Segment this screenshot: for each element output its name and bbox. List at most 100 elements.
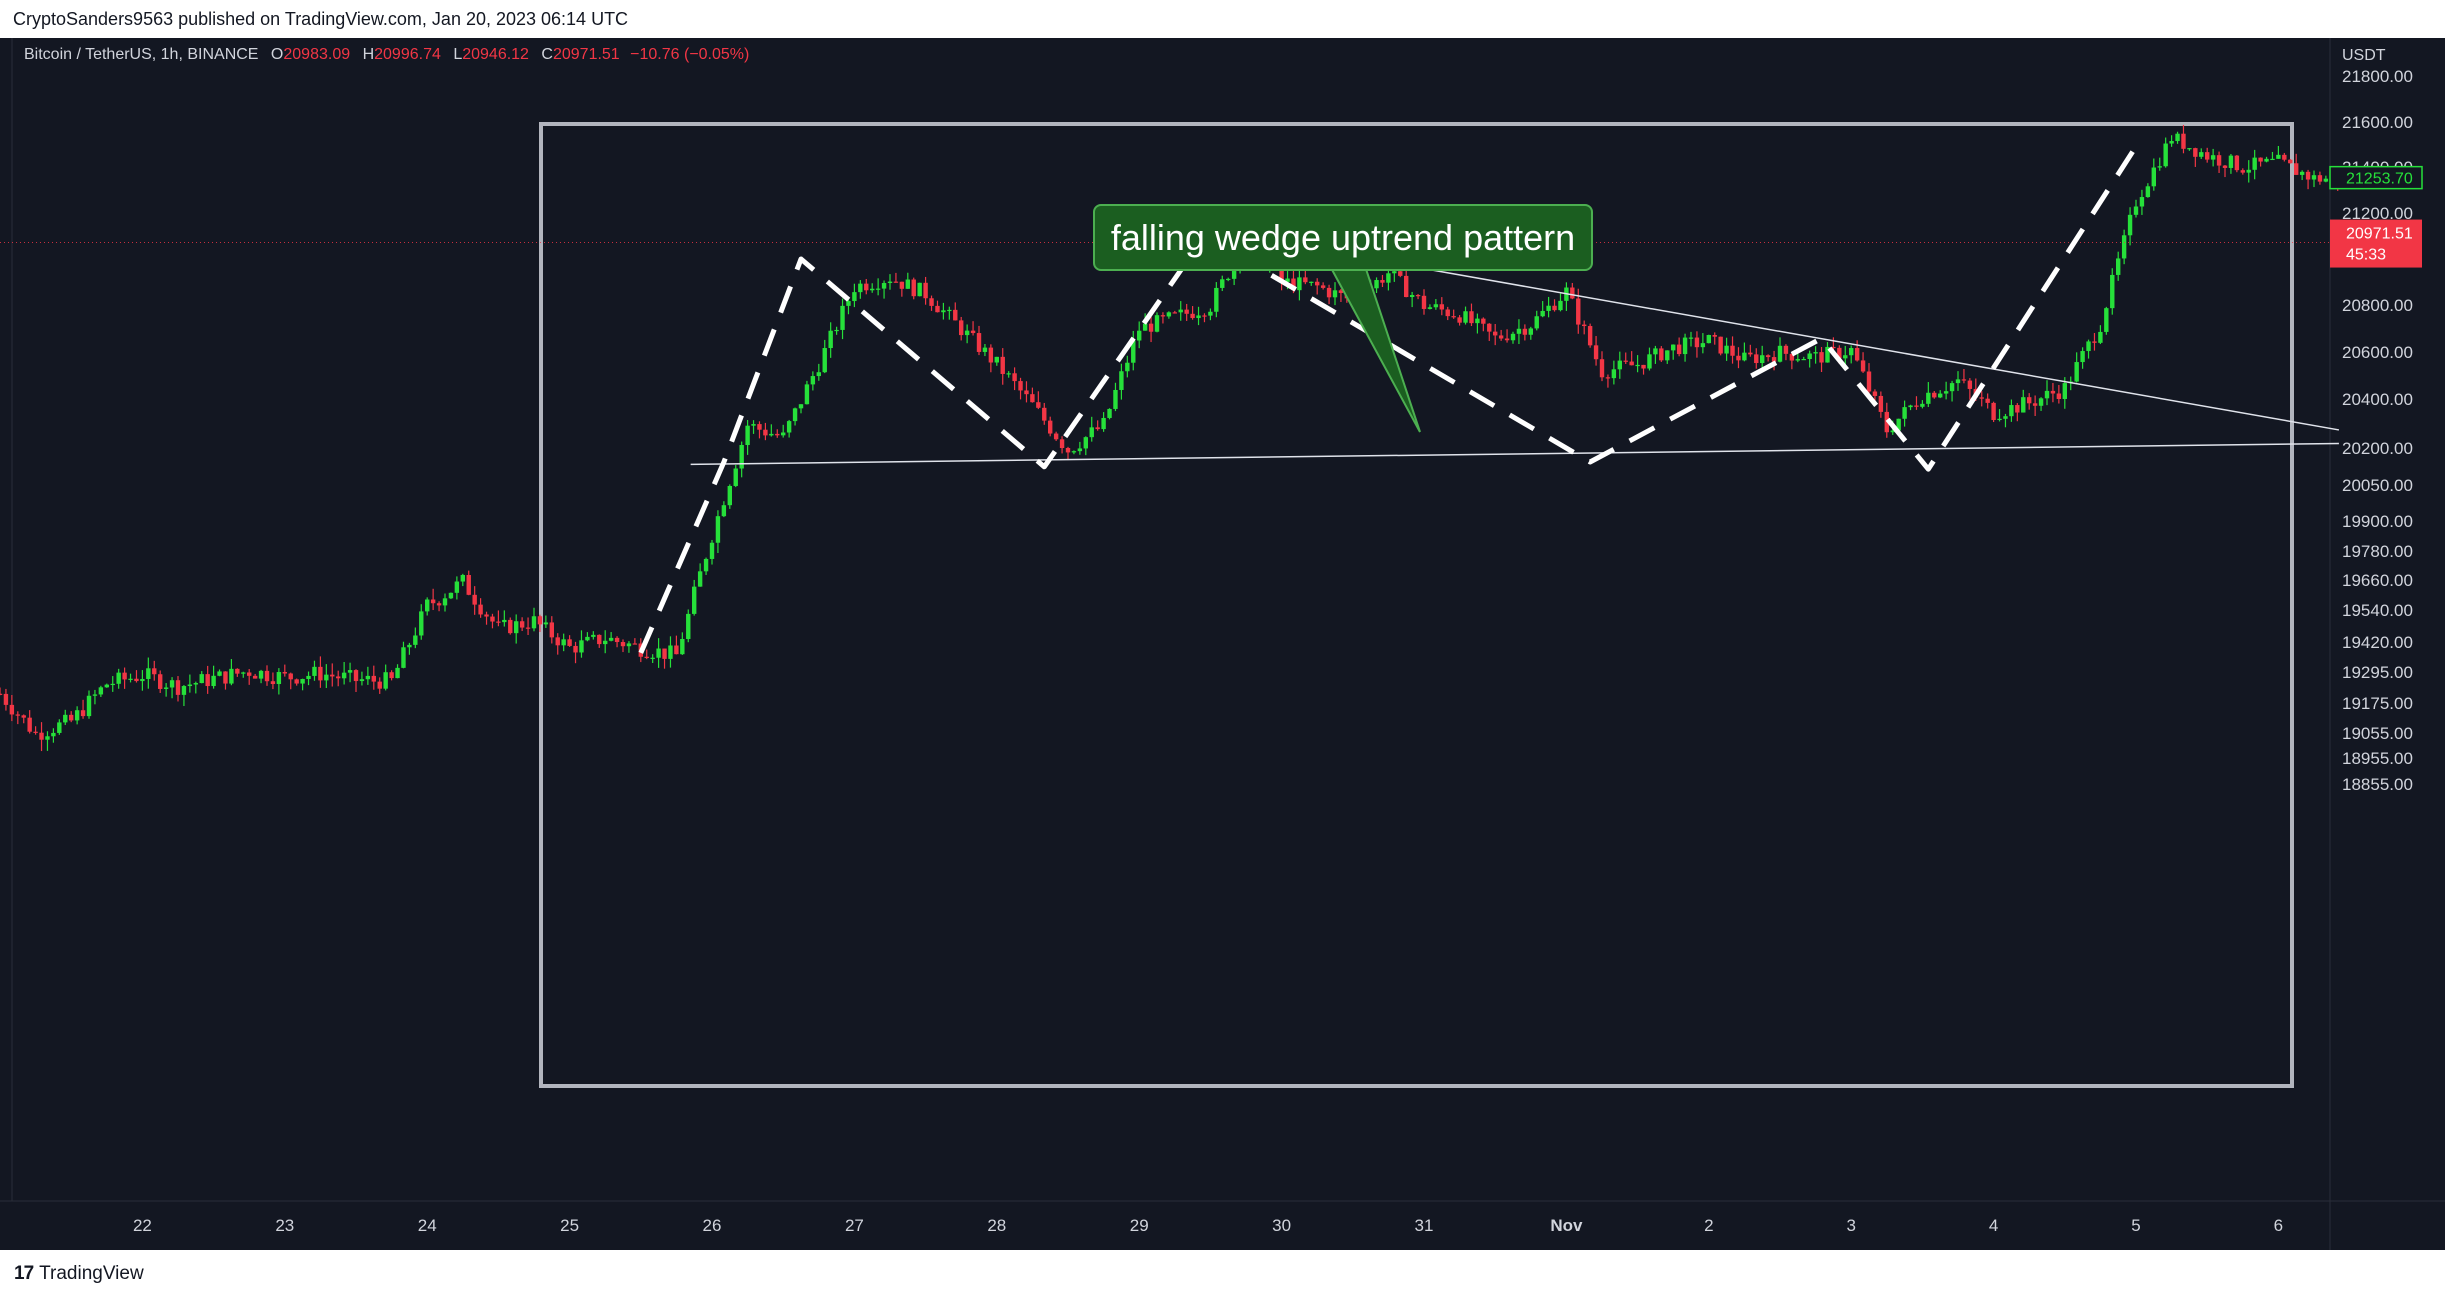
candle-body xyxy=(2169,141,2174,144)
close-label: C xyxy=(541,46,553,63)
candle-body xyxy=(1291,278,1296,291)
candle-body xyxy=(656,648,661,658)
candle-body xyxy=(1439,304,1444,310)
candle-body xyxy=(994,356,999,363)
candle-body xyxy=(1676,344,1682,355)
tradingview-logo[interactable]: 17 TradingView xyxy=(14,1263,144,1285)
candle-body xyxy=(959,320,964,336)
symbol-legend: Bitcoin / TetherUS, 1h, BINANCE O20983.0… xyxy=(24,46,749,64)
candle-body xyxy=(822,348,827,373)
candle-body xyxy=(1172,312,1177,314)
x-tick-label: 24 xyxy=(418,1216,437,1235)
candle-body xyxy=(1404,275,1409,298)
candle-body xyxy=(472,594,477,605)
candle-body xyxy=(703,558,709,572)
candle-body xyxy=(2288,159,2293,164)
candle-body xyxy=(276,672,282,685)
candle-body xyxy=(1688,337,1694,339)
candle-body xyxy=(2199,152,2204,157)
candle-body xyxy=(2163,143,2168,167)
candle-body xyxy=(175,680,181,695)
candle-body xyxy=(9,704,15,715)
candle-body xyxy=(1018,381,1023,391)
candle-body xyxy=(478,604,483,615)
candle-body xyxy=(1682,337,1688,355)
y-tick-label: 18955.00 xyxy=(2342,749,2413,768)
candle-body xyxy=(1623,360,1628,362)
y-tick-label: 19540.00 xyxy=(2342,601,2413,620)
candle-body xyxy=(92,694,98,696)
candle-body xyxy=(466,574,471,595)
candle-body xyxy=(2027,397,2032,404)
candle-body xyxy=(608,637,614,641)
last-price-text: 20971.51 xyxy=(2346,226,2413,243)
candle-body xyxy=(775,433,780,436)
pattern-callout[interactable]: falling wedge uptrend pattern xyxy=(1093,204,1593,271)
candle-body xyxy=(395,667,400,679)
candle-body xyxy=(1617,360,1622,370)
candle-body xyxy=(1000,356,1005,374)
candle-body xyxy=(1071,451,1077,453)
candle-body xyxy=(3,693,9,705)
candle-body xyxy=(1107,408,1112,418)
candle-body xyxy=(858,283,863,293)
candle-body xyxy=(1498,335,1504,339)
candle-body xyxy=(2009,405,2014,417)
candle-body xyxy=(1012,373,1017,382)
candle-body xyxy=(567,639,572,646)
candle-body xyxy=(1463,311,1468,323)
candle-body xyxy=(45,736,50,740)
candle-body xyxy=(1866,371,1872,392)
candle-body xyxy=(377,681,382,689)
candle-body xyxy=(122,672,127,680)
candle-body xyxy=(1457,317,1462,323)
candle-body xyxy=(1445,309,1450,317)
candle-body xyxy=(1024,390,1029,395)
x-tick-label: 23 xyxy=(275,1216,294,1235)
close-value: 20971.51 xyxy=(552,46,620,63)
x-tick-label: 6 xyxy=(2274,1216,2283,1235)
candle-body xyxy=(1220,279,1225,288)
candle-body xyxy=(430,599,436,604)
candle-body xyxy=(223,671,228,684)
candle-body xyxy=(86,695,92,717)
chart-area[interactable]: USDT21800.0021600.0021400.0021200.002100… xyxy=(0,38,2445,1250)
candle-body xyxy=(964,330,970,336)
symbol-name[interactable]: Bitcoin / TetherUS, 1h, BINANCE xyxy=(24,46,259,63)
candle-body xyxy=(2104,308,2109,332)
candle-body xyxy=(733,468,738,486)
candle-body xyxy=(887,281,893,284)
candle-body xyxy=(1190,313,1195,319)
candle-body xyxy=(905,279,910,289)
candle-body xyxy=(721,505,727,517)
candle-body xyxy=(2015,405,2020,413)
y-tick-label: 19900.00 xyxy=(2342,512,2413,531)
candle-body xyxy=(1647,354,1652,369)
candle-body xyxy=(1214,287,1219,312)
candle-body xyxy=(1558,300,1563,311)
candle-body xyxy=(543,622,549,625)
candle-body xyxy=(585,636,590,641)
candle-body xyxy=(193,683,198,685)
candle-body xyxy=(1694,337,1700,348)
low-label: L xyxy=(453,46,463,63)
candle-body xyxy=(603,640,608,645)
candle-body xyxy=(674,645,679,655)
candle-body xyxy=(1451,316,1456,318)
candle-body xyxy=(1374,280,1379,289)
candle-body xyxy=(128,678,133,680)
candle-body xyxy=(1315,281,1320,286)
candle-body xyxy=(692,586,697,614)
candle-body xyxy=(2305,171,2311,180)
candle-body xyxy=(881,283,887,289)
candle-body xyxy=(163,687,169,689)
candle-body xyxy=(953,309,958,321)
candle-body xyxy=(769,433,774,436)
candle-body xyxy=(1896,418,1901,431)
candle-body xyxy=(840,305,845,330)
x-tick-label: 28 xyxy=(987,1216,1006,1235)
x-tick-label: 29 xyxy=(1130,1216,1149,1235)
candle-body xyxy=(98,687,104,695)
candle-body xyxy=(1593,345,1599,360)
candle-body xyxy=(597,634,602,645)
